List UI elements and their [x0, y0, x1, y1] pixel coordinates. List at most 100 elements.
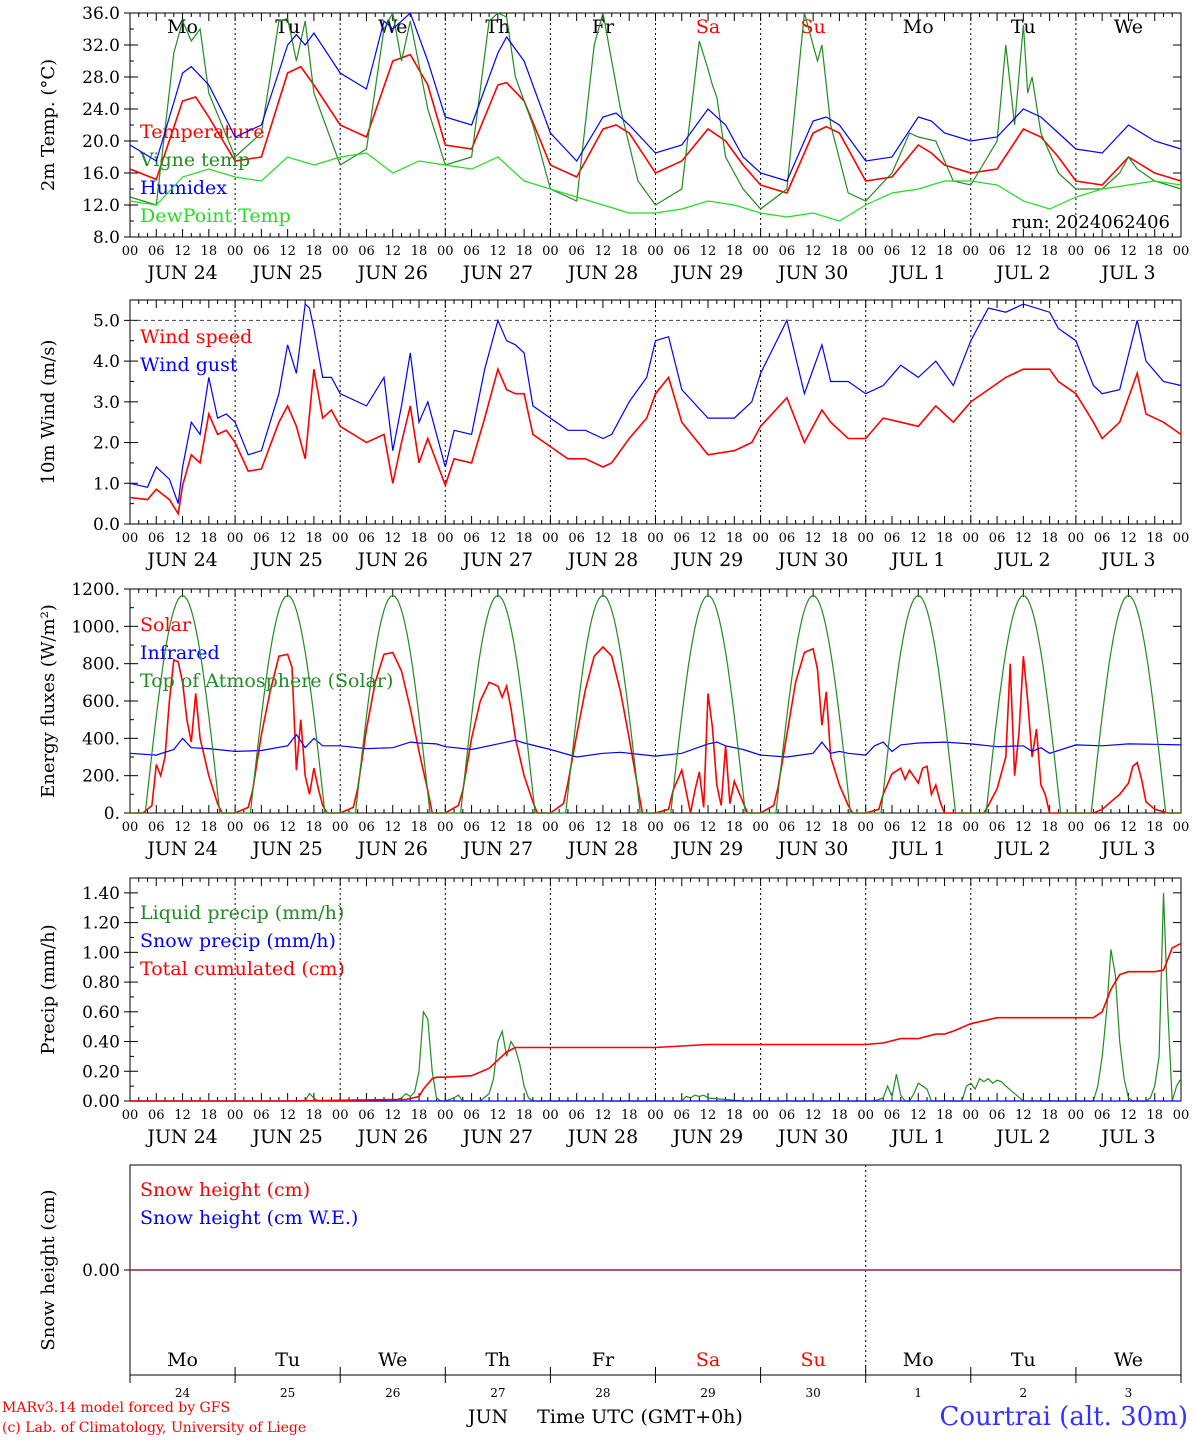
wind-hour-label: 12: [595, 531, 612, 546]
precip-hour-label: 00: [752, 1108, 769, 1123]
precip-hour-label: 18: [831, 1108, 848, 1123]
energy-hour-label: 18: [201, 820, 218, 835]
temperature-hour-label: 06: [989, 244, 1006, 259]
wind-hour-label: 12: [279, 531, 296, 546]
precip-date-label: JUL 1: [889, 1126, 945, 1148]
precip-hour-label: 00: [332, 1108, 349, 1123]
wind-hour-label: 12: [174, 531, 191, 546]
temperature-hour-label: 06: [568, 244, 585, 259]
month-overlay-label: JUN: [466, 1406, 508, 1428]
wind-hour-label: 18: [1146, 531, 1163, 546]
wind-hour-label: 12: [490, 531, 507, 546]
energy-hour-label: 18: [726, 820, 743, 835]
wind-date-label: JUN 25: [250, 549, 322, 571]
wind-hour-label: 18: [516, 531, 533, 546]
precip-hour-label: 12: [595, 1108, 612, 1123]
temperature-hour-label: 18: [306, 244, 323, 259]
temperature-hour-label: 12: [384, 244, 401, 259]
precip-y-tick-label: 1.40: [82, 884, 120, 904]
temperature-hour-label: 18: [831, 244, 848, 259]
wind-hour-label: 12: [1120, 531, 1137, 546]
precip-hour-label: 12: [805, 1108, 822, 1123]
day-abbr-label: Sa: [696, 16, 720, 38]
precip-hour-label: 18: [201, 1108, 218, 1123]
wind-date-label: JUN 24: [145, 549, 217, 571]
energy-y-tick-label: 200.: [82, 767, 120, 787]
wind-hour-label: 00: [437, 531, 454, 546]
energy-y-axis-label: Energy fluxes (W/m²): [38, 604, 59, 798]
temperature-hour-label: 12: [805, 244, 822, 259]
temperature-date-label: JUN 24: [145, 262, 217, 284]
energy-date-label: JUN 29: [671, 838, 743, 860]
energy-date-label: JUN 30: [776, 838, 848, 860]
snow-day-abbr: Tu: [275, 1349, 300, 1371]
temperature-date-label: JUL 2: [994, 262, 1050, 284]
energy-hour-label: 06: [1094, 820, 1111, 835]
energy-series-line: [130, 645, 1181, 814]
wind-hour-label: 06: [674, 531, 691, 546]
energy-hour-label: 06: [779, 820, 796, 835]
precip-hour-label: 06: [884, 1108, 901, 1123]
temperature-date-label: JUN 26: [356, 262, 428, 284]
temperature-hour-label: 00: [542, 244, 559, 259]
energy-date-label: JUN 26: [356, 838, 428, 860]
snow-day-abbr: Su: [801, 1349, 826, 1371]
wind-y-tick-label: 1.0: [93, 474, 120, 494]
temperature-hour-label: 06: [253, 244, 270, 259]
temperature-hour-label: 00: [1173, 244, 1190, 259]
station-name: Courtrai (alt. 30m): [939, 1402, 1189, 1432]
wind-hour-label: 00: [122, 531, 139, 546]
precip-date-label: JUN 26: [356, 1126, 428, 1148]
day-abbr-label: Mo: [167, 16, 198, 38]
temperature-hour-label: 12: [700, 244, 717, 259]
precip-hour-label: 06: [674, 1108, 691, 1123]
temperature-series-line: [129, 11, 1182, 210]
wind-hour-label: 00: [542, 531, 559, 546]
temperature-hour-label: 00: [857, 244, 874, 259]
precip-panel: 00 06 12 18 00 06 12 18 00 06 12 18 00 06 12 18 00 06 12 18…: [38, 877, 1189, 1148]
wind-y-tick-label: 4.0: [93, 352, 120, 372]
snow-day-abbr: Fr: [592, 1349, 615, 1371]
precip-hour-label: 18: [1041, 1108, 1058, 1123]
energy-hour-label: 06: [253, 820, 270, 835]
snow-day-number: 29: [700, 1386, 715, 1400]
temperature-hour-label: 18: [621, 244, 638, 259]
temperature-hour-label: 06: [674, 244, 691, 259]
energy-hour-label: 12: [279, 820, 296, 835]
temperature-y-tick-label: 16.0: [82, 164, 120, 184]
wind-date-label: JUN 27: [461, 549, 533, 571]
wind-hour-label: 06: [253, 531, 270, 546]
energy-hour-label: 06: [463, 820, 480, 835]
energy-y-tick-label: 800.: [82, 655, 120, 675]
precip-series-line: [130, 892, 1182, 1102]
temperature-hour-label: 18: [201, 244, 218, 259]
energy-hour-label: 00: [332, 820, 349, 835]
temperature-series-line: [129, 53, 1182, 194]
energy-hour-label: 12: [384, 820, 401, 835]
temperature-hour-label: 06: [358, 244, 375, 259]
energy-hour-label: 00: [542, 820, 559, 835]
temperature-hour-label: 18: [1146, 244, 1163, 259]
temperature-hour-label: 00: [963, 244, 980, 259]
snow-day-number: 3: [1125, 1386, 1133, 1400]
energy-hour-label: 18: [411, 820, 428, 835]
energy-hour-label: 18: [621, 820, 638, 835]
precip-hour-label: 12: [1120, 1108, 1137, 1123]
wind-hour-label: 00: [1173, 531, 1190, 546]
wind-hour-label: 18: [831, 531, 848, 546]
wind-date-label: JUL 1: [889, 549, 945, 571]
wind-y-tick-label: 2.0: [93, 434, 120, 454]
energy-hour-label: 00: [122, 820, 139, 835]
energy-hour-label: 00: [227, 820, 244, 835]
run-label: run: 2024062406: [1012, 212, 1170, 233]
temperature-hour-label: 00: [227, 244, 244, 259]
wind-hour-label: 12: [1015, 531, 1032, 546]
temperature-hour-label: 06: [884, 244, 901, 259]
wind-y-axis-label: 10m Wind (m/s): [38, 340, 59, 485]
wind-date-label: JUL 3: [1099, 549, 1155, 571]
precip-hour-label: 06: [568, 1108, 585, 1123]
precip-hour-label: 12: [174, 1108, 191, 1123]
energy-hour-label: 06: [568, 820, 585, 835]
temperature-hour-label: 12: [595, 244, 612, 259]
temperature-legend-entry: DewPoint Temp: [140, 205, 291, 227]
